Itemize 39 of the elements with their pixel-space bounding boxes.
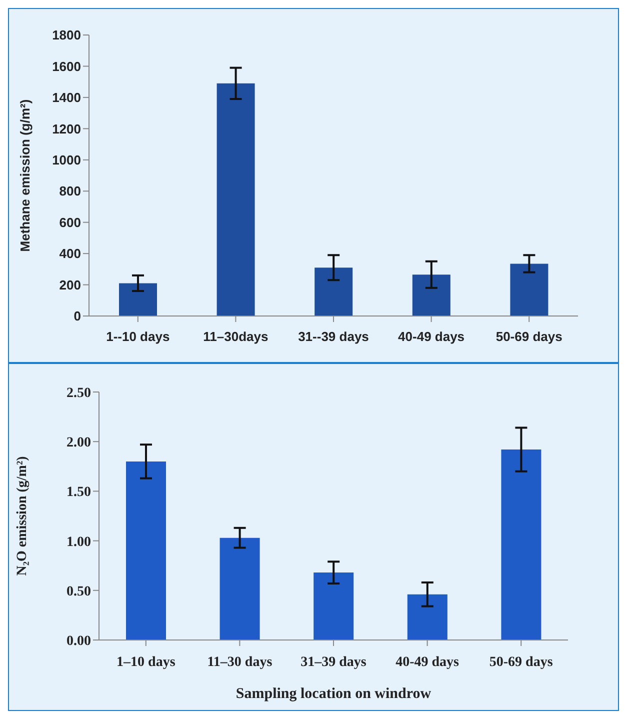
x-tick-label: 1--10 days [106,329,170,344]
bar [220,538,260,640]
y-tick-label: 1200 [52,121,81,136]
x-tick-label: 11–30days [203,329,268,344]
x-tick-label: 31–39 days [300,654,367,670]
y-tick-label: 2.50 [66,386,91,401]
y-tick-label: 1.50 [66,485,91,500]
x-tick-label: 50-69 days [496,329,562,344]
bar [510,264,548,316]
y-axis-title: N₂O emission (g/m²) [14,456,30,576]
bar [412,274,450,316]
y-tick-label: 400 [59,246,81,262]
bar [407,594,448,640]
bar [314,572,354,640]
x-tick-label: 40-49 days [398,329,465,344]
y-tick-label: 200 [59,277,81,292]
y-tick-label: 1800 [52,28,81,43]
bar [314,268,353,316]
bar [119,283,157,316]
y-tick-label: 1.00 [66,534,91,550]
x-tick-label: 31--39 days [298,329,369,344]
y-tick-label: 2.00 [66,436,91,451]
bar [216,83,255,316]
y-tick-label: 1000 [52,152,81,168]
bar [126,461,166,640]
x-tick-label: 40-49 days [396,654,460,670]
x-axis-title: Sampling location on windrow [236,686,432,702]
y-tick-label: 1600 [52,58,81,74]
x-tick-label: 1–10 days [116,654,176,670]
y-axis-title: Methane emission (g/m²) [18,99,33,252]
y-tick-label: 800 [59,184,81,199]
x-tick-label: 50-69 days [489,654,554,670]
y-tick-label: 600 [59,214,81,230]
x-tick-label: 11–30 days [207,654,273,670]
y-tick-label: 0 [74,308,81,324]
y-tick-label: 0.50 [66,584,91,600]
y-tick-label: 0.00 [66,634,91,649]
bar [501,450,542,640]
y-tick-label: 1400 [52,90,81,106]
